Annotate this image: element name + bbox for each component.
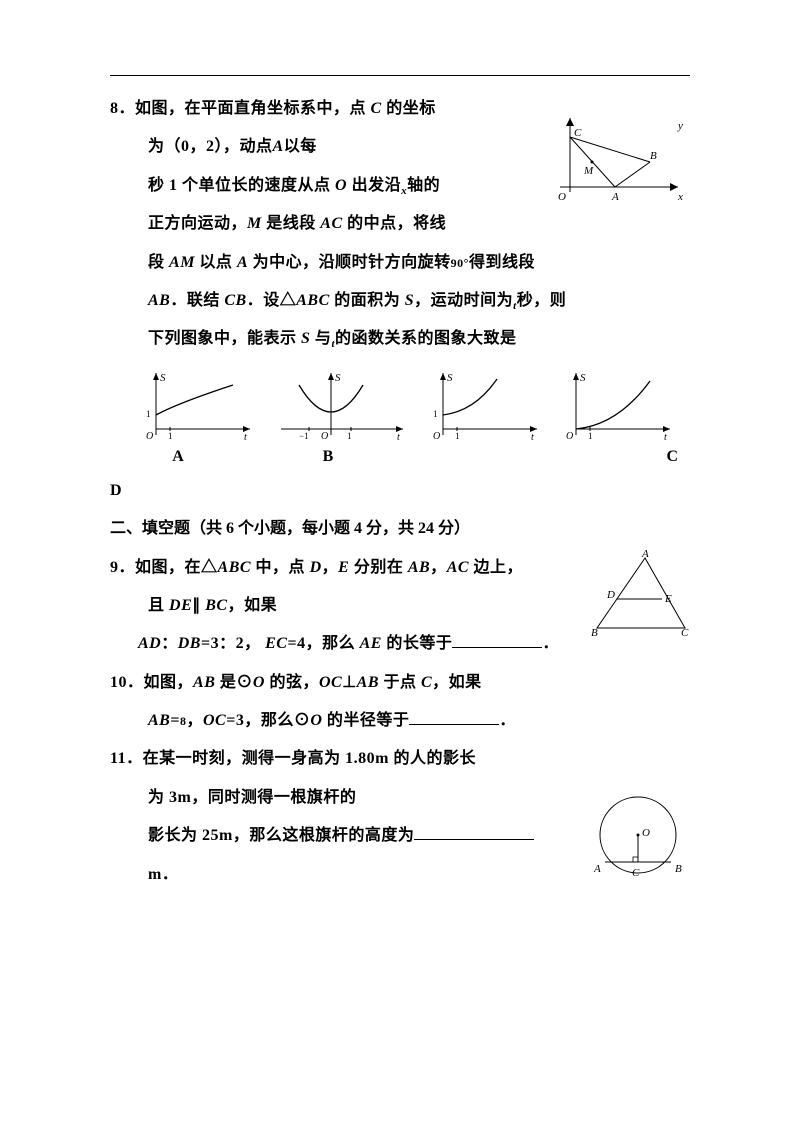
svg-text:A: A (611, 191, 619, 203)
svg-text:O: O (642, 827, 650, 839)
q8-line7: 下列图象中，能表示 S 与t的函数关系的图象大致是 (110, 320, 690, 358)
q10-line1: 10．如图，AB 是⊙O 的弦，OC⊥AB 于点 C，如果 (110, 664, 690, 702)
svg-text:E: E (664, 593, 672, 605)
q9-triangle-figure: A D E B C (587, 550, 692, 645)
svg-text:t: t (531, 432, 534, 442)
svg-text:1: 1 (347, 431, 352, 441)
graph-d: S O t 1 (558, 367, 678, 442)
q8-option-graphs: S O t 1 1 S O t −1 1 S O t 1 (138, 367, 678, 442)
svg-text:B: B (591, 627, 598, 639)
svg-text:S: S (447, 372, 453, 384)
q11-number: 11． (110, 750, 143, 767)
graph-a: S O t 1 1 (138, 367, 258, 442)
q8-coordinate-figure: y x C M B A O (550, 112, 685, 217)
horizontal-rule (110, 75, 690, 76)
q10-line2: AB=8，OC=3，那么⊙O 的半径等于． (110, 702, 690, 740)
svg-text:1: 1 (168, 431, 173, 441)
svg-text:O: O (146, 431, 153, 442)
svg-text:1: 1 (588, 431, 593, 441)
svg-text:t: t (664, 432, 667, 442)
svg-text:y: y (677, 120, 683, 132)
svg-text:1: 1 (433, 409, 438, 419)
svg-text:C: C (681, 627, 689, 639)
svg-text:O: O (321, 431, 328, 442)
graph-b: S O t −1 1 (271, 367, 411, 442)
q8-line6: AB．联结 CB．设△ABC 的面积为 S，运动时间为t秒，则 (110, 282, 690, 320)
svg-text:A: A (593, 863, 601, 875)
section-2-title: 二、填空题（共 6 个小题，每小题 4 分，共 24 分） (110, 510, 690, 548)
option-b-label: B (218, 448, 438, 466)
option-a-label: A (138, 448, 218, 466)
graph-c: S O t 1 1 (425, 367, 545, 442)
svg-text:O: O (558, 191, 566, 203)
svg-text:B: B (675, 863, 682, 875)
svg-text:x: x (677, 191, 683, 203)
svg-text:B: B (650, 150, 657, 162)
q8-option-labels: A B C (138, 448, 678, 466)
blank-field (452, 632, 542, 648)
q10-number: 10． (110, 674, 144, 691)
option-d-label: D (110, 472, 690, 510)
q10-circle-figure: O A B C (588, 790, 688, 890)
q9-number: 9． (110, 559, 135, 576)
svg-text:D: D (606, 589, 615, 601)
option-c-label: C (438, 448, 678, 466)
svg-text:S: S (335, 372, 341, 384)
q8-number: 8． (110, 100, 135, 117)
svg-text:O: O (433, 431, 440, 442)
svg-text:M: M (583, 165, 594, 177)
blank-field (409, 709, 499, 725)
svg-text:1: 1 (146, 409, 151, 419)
q11-line1: 11．在某一时刻，测得一身高为 1.80m 的人的影长 (110, 740, 690, 778)
svg-text:C: C (574, 127, 582, 139)
svg-text:−1: −1 (299, 431, 309, 441)
svg-text:t: t (244, 432, 247, 442)
svg-text:1: 1 (455, 431, 460, 441)
blank-field (414, 824, 534, 840)
svg-text:C: C (632, 867, 640, 879)
svg-text:S: S (160, 372, 166, 384)
svg-text:O: O (566, 431, 573, 442)
svg-text:A: A (641, 550, 649, 560)
svg-text:S: S (580, 372, 586, 384)
q8-line5: 段 AM 以点 A 为中心，沿顺时针方向旋转90°得到线段 (110, 244, 690, 282)
svg-text:t: t (397, 432, 400, 442)
